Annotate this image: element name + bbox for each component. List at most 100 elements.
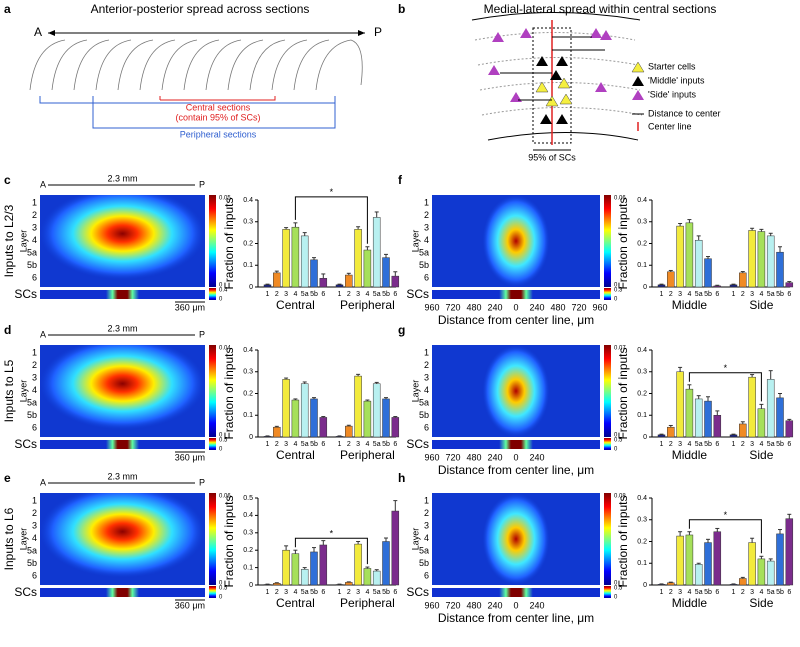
group-label: Middle	[672, 298, 708, 312]
y-axis-label: Inputs to L5	[2, 359, 16, 422]
bar	[657, 584, 666, 586]
bar	[713, 285, 722, 288]
layer-title: Layer	[18, 528, 28, 551]
colorbar-tick: 0	[614, 447, 618, 453]
heatmap-blob	[432, 345, 600, 437]
x-tick-label: 6	[787, 441, 791, 448]
bar	[354, 375, 362, 438]
x-tick-label: 6	[787, 291, 791, 298]
layer-title: Layer	[18, 230, 28, 253]
bar	[748, 542, 756, 586]
bar	[310, 398, 318, 438]
y-tick-label: 0.4	[637, 197, 647, 204]
sc-span-label: 95% of SCs	[528, 152, 576, 162]
bar	[273, 272, 281, 288]
x-tick-label: 4	[365, 291, 369, 298]
panel-label: a	[4, 2, 11, 16]
bar	[382, 398, 390, 438]
layer-label: 5b	[27, 260, 37, 270]
x-tick-label: 5a	[695, 441, 703, 448]
layer-label: 5b	[27, 558, 37, 568]
bar	[372, 217, 381, 288]
colorbar-tick: 0	[219, 581, 223, 587]
y-tick-label: 0.4	[243, 512, 253, 519]
layer-label: 3	[424, 372, 429, 382]
distance-arrows	[500, 36, 605, 101]
bar	[300, 383, 309, 438]
x-tick-label: 5b	[382, 589, 390, 596]
bar	[667, 271, 675, 288]
x-tick-label: 2	[669, 441, 673, 448]
x-tick-label: 960	[424, 600, 439, 610]
legend-label: Distance to center	[648, 108, 721, 118]
x-tick-label: 720	[445, 452, 460, 462]
x-tick-label: 240	[487, 452, 502, 462]
x-tick-label: 480	[466, 302, 481, 312]
bar	[667, 582, 675, 586]
legend-icon	[632, 90, 644, 100]
x-tick-label: 2	[275, 441, 279, 448]
group-label: Middle	[672, 448, 708, 462]
sc-colorbar	[209, 288, 216, 300]
y-tick-label: 0	[643, 582, 647, 589]
x-tick-label: 1	[732, 589, 736, 596]
bar	[785, 282, 794, 288]
y-axis-label: Fraction of inputs	[616, 347, 630, 439]
x-tick-label: 1	[660, 291, 664, 298]
x-tick-label: 4	[293, 441, 297, 448]
x-tick-label: 720	[445, 302, 460, 312]
x-tick-label: 1	[732, 291, 736, 298]
axis-end: A	[40, 477, 46, 487]
sc-strip	[40, 290, 205, 299]
colorbar-tick: 0.04	[219, 346, 231, 352]
x-tick-label: 480	[466, 452, 481, 462]
significance-bracket	[688, 519, 762, 554]
bar	[776, 251, 784, 288]
y-tick-label: 0.3	[637, 219, 647, 226]
x-tick-label: 240	[529, 452, 544, 462]
significance-label: *	[330, 529, 334, 539]
x-tick-label: 4	[759, 589, 763, 596]
sc-label: SCs	[406, 585, 429, 599]
x-tick-label: 4	[687, 291, 691, 298]
bar	[291, 553, 300, 586]
panel-label: g	[398, 323, 405, 337]
layer-label: 6	[32, 570, 37, 580]
x-tick-label: 480	[550, 302, 565, 312]
axis-end: P	[199, 179, 205, 189]
y-axis-label: Fraction of inputs	[222, 197, 236, 289]
layer-label: 6	[424, 570, 429, 580]
sc-colorbar	[604, 438, 611, 450]
bar	[282, 229, 290, 288]
bar	[282, 549, 290, 586]
x-tick-label: 6	[393, 291, 397, 298]
legend-label: 'Middle' inputs	[648, 75, 705, 85]
colorbar	[209, 195, 216, 287]
bar	[694, 239, 703, 288]
bar	[363, 400, 372, 438]
colorbar	[604, 345, 611, 437]
layer-label: 2	[32, 360, 37, 370]
bar	[776, 397, 784, 438]
group-label: Peripheral	[340, 596, 395, 610]
x-axis-label: Distance from center line, μm	[438, 313, 594, 327]
layer-label: 4	[32, 385, 37, 395]
bar	[785, 518, 794, 586]
bar	[363, 568, 372, 586]
bar	[319, 278, 328, 288]
axis-end: P	[374, 25, 382, 39]
layer-label: 3	[32, 520, 37, 530]
layer-label: 5b	[419, 260, 429, 270]
x-tick-label: 4	[365, 589, 369, 596]
scale-label: 360 μm	[175, 452, 205, 462]
bar	[363, 249, 372, 288]
layer-label: 5a	[419, 397, 429, 407]
colorbar	[604, 493, 611, 585]
x-tick-label: 5b	[310, 291, 318, 298]
bar	[657, 284, 666, 288]
x-tick-label: 240	[487, 600, 502, 610]
x-tick-label: 0	[513, 600, 518, 610]
x-tick-label: 2	[347, 589, 351, 596]
x-tick-label: 2	[741, 441, 745, 448]
x-tick-label: 2	[669, 291, 673, 298]
